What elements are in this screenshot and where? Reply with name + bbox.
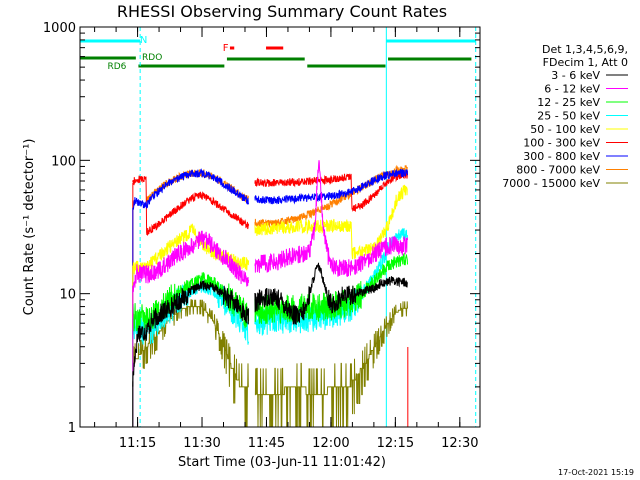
x-tick-label-2: 11:45 [248, 436, 285, 451]
series-6-line-0 [132, 168, 250, 210]
legend-label-0: 3 - 6 keV [551, 69, 600, 82]
legend-header-1: FDecim 1, Att 0 [543, 56, 628, 69]
decimation-alt-label: RD6 [107, 62, 126, 72]
x-tick-label-3: 12:00 [312, 436, 349, 451]
series-0-line-1 [254, 262, 408, 325]
series-8-line-1 [254, 301, 408, 428]
series-1-line-0 [132, 230, 250, 293]
legend-label-3: 25 - 50 keV [537, 110, 600, 123]
series-5-line-0 [132, 175, 250, 236]
night-label: N [140, 35, 147, 46]
legend: Det 1,3,4,5,6,9,FDecim 1, Att 03 - 6 keV… [502, 43, 628, 190]
series-2-line-0 [132, 272, 250, 332]
series-0-line-0 [132, 280, 250, 387]
x-tick-label-0: 11:15 [119, 436, 156, 451]
plot-frame [79, 26, 481, 428]
instrument-state-bars: N F RDO RD6 [80, 35, 476, 72]
y-tick-label-0: 1 [68, 421, 76, 436]
series-2-line-1 [254, 252, 408, 325]
y-axis-label: Count Rate (s⁻¹ detector⁻¹) [22, 139, 37, 316]
x-tick-label-5: 12:30 [441, 436, 478, 451]
x-tick-label-4: 12:15 [377, 436, 414, 451]
legend-label-4: 50 - 100 keV [530, 123, 600, 136]
x-axis-label: Start Time (03-Jun-11 11:01:42) [178, 455, 386, 470]
x-tick-label-1: 11:30 [183, 436, 220, 451]
legend-header-0: Det 1,3,4,5,6,9, [542, 43, 628, 56]
legend-label-1: 6 - 12 keV [544, 83, 600, 96]
legend-label-6: 300 - 800 keV [523, 150, 600, 163]
decimation-label: RDO [142, 53, 162, 63]
legend-label-5: 100 - 300 keV [523, 137, 600, 150]
y-tick-label-2: 100 [51, 154, 76, 169]
legend-label-8: 7000 - 15000 keV [502, 177, 600, 190]
series-6-line-1 [254, 168, 408, 205]
timestamp: 17-Oct-2021 15:19 [558, 468, 634, 477]
series-8-line-0 [132, 299, 249, 428]
flare-label: F [223, 43, 229, 54]
y-tick-label-1: 10 [59, 288, 76, 303]
series-1-line-1 [254, 160, 408, 277]
chart-title: RHESSI Observing Summary Count Rates [117, 2, 447, 21]
series-4-line-1 [254, 184, 408, 260]
axes: 1 10 100 1000 11:15 11:30 11:45 12:00 12:15 12:30 [43, 21, 480, 451]
legend-label-2: 12 - 25 keV [537, 96, 600, 109]
series-5-line-1 [254, 170, 408, 212]
legend-label-7: 800 - 7000 keV [516, 164, 600, 177]
y-tick-label-3: 1000 [43, 21, 76, 36]
series-group [132, 160, 408, 428]
